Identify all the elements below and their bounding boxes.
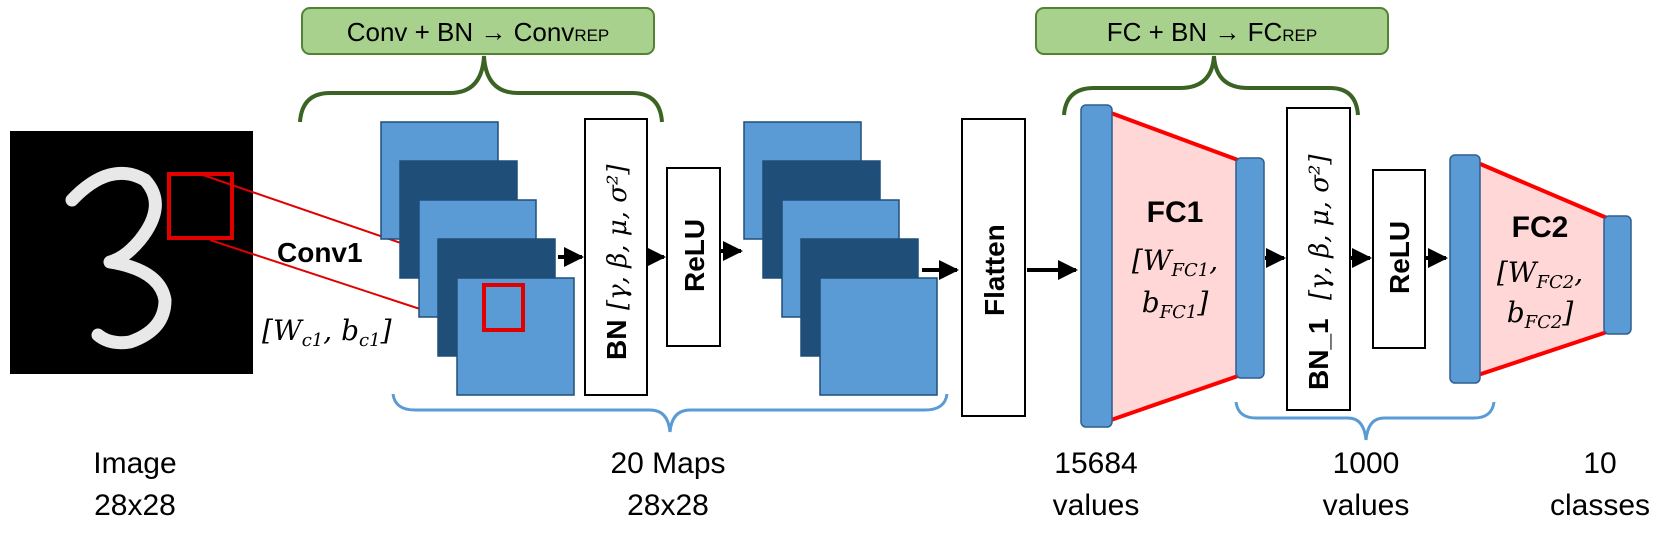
fc2-layer: FC2 [WFC2, bFC2] bbox=[1449, 154, 1632, 384]
label-image: Image bbox=[93, 447, 176, 480]
digit-three bbox=[65, 166, 172, 350]
fc2-params-line1: [WFC2, bbox=[1497, 256, 1583, 293]
header-conv-bn-label: Conv + BN → Conv bbox=[347, 17, 575, 47]
brace-fc-bn bbox=[1062, 55, 1360, 116]
header-conv-bn-sub: REP bbox=[574, 26, 609, 45]
header-fc-bn-sub: REP bbox=[1282, 26, 1317, 45]
label-image-size: 28x28 bbox=[94, 489, 176, 522]
feature-maps-relu bbox=[743, 121, 938, 396]
fc1-layer: FC1 [WFC1, bFC1] bbox=[1080, 104, 1265, 428]
relu1-layer: ReLU bbox=[666, 167, 721, 347]
header-conv-bn: Conv + BN → ConvREP bbox=[301, 7, 655, 55]
svg-text:Conv + BN → ConvREP: Conv + BN → ConvREP bbox=[347, 17, 610, 47]
input-image bbox=[10, 131, 253, 374]
label-classes-count: 10 bbox=[1583, 447, 1616, 480]
label-bn1-unit: values bbox=[1323, 489, 1410, 522]
fc1-output-vector bbox=[1235, 157, 1265, 379]
brace-maps bbox=[391, 393, 949, 433]
conv1-params: [Wc1, bc1] bbox=[262, 314, 392, 351]
projected-field-box bbox=[482, 283, 525, 332]
label-classes-unit: classes bbox=[1550, 489, 1650, 522]
brace-bn1 bbox=[1234, 401, 1496, 441]
brace-conv-bn bbox=[298, 55, 664, 123]
feature-maps-conv bbox=[380, 121, 575, 396]
fc2-params-line2: bFC2] bbox=[1507, 296, 1574, 333]
label-fc1-unit: values bbox=[1053, 489, 1140, 522]
bn1-layer: BN_1 [γ, β, μ, σ²] bbox=[1286, 107, 1351, 411]
fc2-label: FC2 bbox=[1512, 211, 1569, 244]
conv1-label: Conv1 bbox=[277, 237, 363, 268]
label-maps: 20 Maps bbox=[610, 447, 725, 480]
relu2-label: ReLU bbox=[1384, 221, 1415, 294]
header-fc-bn-label: FC + BN → FC bbox=[1107, 17, 1283, 47]
svg-text:FC + BN → FCREP: FC + BN → FCREP bbox=[1107, 17, 1317, 47]
bn1-params: [γ, β, μ, σ²] bbox=[1305, 154, 1335, 300]
label-fc1-count: 15684 bbox=[1054, 447, 1137, 480]
relu2-layer: ReLU bbox=[1372, 169, 1426, 349]
flatten-label: Flatten bbox=[979, 224, 1010, 316]
fc2-output-vector bbox=[1603, 215, 1632, 335]
bn1-label: BN_1 bbox=[1303, 318, 1334, 390]
fc1-label: FC1 bbox=[1147, 196, 1204, 229]
bn-label: BN bbox=[601, 320, 632, 360]
header-fc-bn: FC + BN → FCREP bbox=[1035, 7, 1389, 55]
fc1-params-line2: bFC1] bbox=[1142, 286, 1209, 323]
label-bn1-count: 1000 bbox=[1333, 447, 1400, 480]
relu1-label: ReLU bbox=[679, 219, 710, 292]
fc1-params-line1: [WFC1, bbox=[1132, 244, 1218, 281]
flatten-layer: Flatten bbox=[961, 118, 1026, 417]
fc1-input-vector bbox=[1080, 104, 1113, 428]
label-maps-size: 28x28 bbox=[627, 489, 709, 522]
fc2-input-vector bbox=[1449, 154, 1481, 384]
bn-params: [γ, β, μ, σ²] bbox=[603, 164, 633, 310]
bn-layer: BN [γ, β, μ, σ²] bbox=[584, 118, 648, 396]
